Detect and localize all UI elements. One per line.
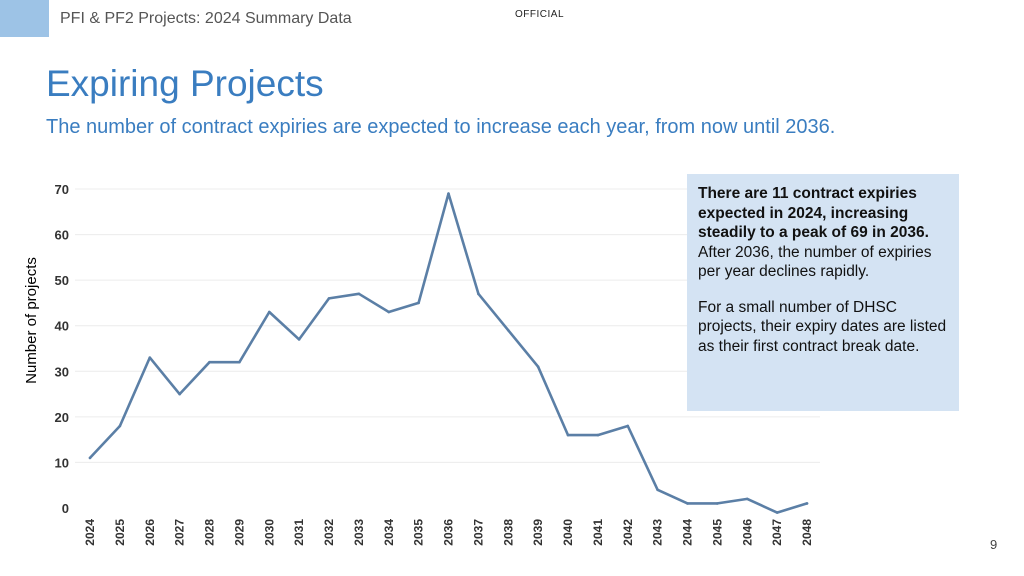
x-tick-label: 2037 xyxy=(471,519,485,546)
data-point-2036 xyxy=(447,192,450,195)
x-tick-label: 2036 xyxy=(442,519,456,546)
header-accent-block xyxy=(0,0,49,37)
x-tick-label: 2046 xyxy=(740,519,754,546)
data-point-2034 xyxy=(387,310,391,314)
callout-regular-text: After 2036, the number of expiries per y… xyxy=(698,243,932,281)
data-point-2029 xyxy=(238,360,241,364)
x-tick-label: 2028 xyxy=(203,519,217,546)
y-tick-label: 20 xyxy=(55,410,69,425)
data-point-2032 xyxy=(327,297,331,300)
y-tick-label: 70 xyxy=(55,182,69,197)
x-tick-label: 2025 xyxy=(113,519,127,546)
callout-note: For a small number of DHSC projects, the… xyxy=(698,298,947,355)
x-tick-label: 2026 xyxy=(143,519,157,546)
x-tick-label: 2027 xyxy=(173,519,187,546)
data-point-2028 xyxy=(208,360,211,364)
y-tick-label: 40 xyxy=(55,319,69,334)
y-tick-label: 50 xyxy=(55,273,69,288)
data-point-2024 xyxy=(88,456,92,460)
data-point-2043 xyxy=(656,488,659,492)
data-point-2045 xyxy=(716,502,719,505)
page-number: 9 xyxy=(990,537,998,552)
x-tick-label: 2039 xyxy=(531,519,545,546)
data-point-2039 xyxy=(536,365,540,369)
callout-box: There are 11 contract expiries expected … xyxy=(687,174,959,411)
data-point-2042 xyxy=(626,424,630,428)
header-title: PFI & PF2 Projects: 2024 Summary Data xyxy=(60,10,352,27)
x-tick-label: 2031 xyxy=(292,519,306,546)
y-tick-label: 30 xyxy=(55,364,69,379)
data-point-2030 xyxy=(267,310,271,314)
data-point-2048 xyxy=(805,502,809,505)
data-point-2040 xyxy=(566,433,570,437)
data-point-2027 xyxy=(178,392,181,396)
x-tick-label: 2040 xyxy=(561,519,575,546)
x-tick-label: 2030 xyxy=(262,519,276,546)
x-tick-label: 2038 xyxy=(501,519,515,546)
y-tick-label: 60 xyxy=(55,228,69,243)
x-tick-label: 2045 xyxy=(710,519,724,546)
x-tick-label: 2034 xyxy=(382,519,396,546)
x-tick-label: 2042 xyxy=(621,519,635,546)
data-point-2038 xyxy=(506,328,510,332)
x-tick-label: 2043 xyxy=(651,519,665,546)
classification-label: OFFICIAL xyxy=(515,9,565,20)
x-tick-label: 2032 xyxy=(322,519,336,546)
data-point-2046 xyxy=(745,497,749,501)
callout-summary: There are 11 contract expiries expected … xyxy=(698,184,947,282)
x-tick-label: 2024 xyxy=(83,519,97,546)
x-tick-label: 2041 xyxy=(591,519,605,546)
data-point-2047 xyxy=(775,511,779,514)
x-tick-label: 2029 xyxy=(232,519,246,546)
callout-bold-text: There are 11 contract expiries expected … xyxy=(698,185,929,241)
data-point-2044 xyxy=(686,502,689,505)
page-title: Expiring Projects xyxy=(46,63,324,104)
y-tick-label: 0 xyxy=(62,501,69,516)
x-tick-label: 2035 xyxy=(412,519,426,546)
y-tick-label: 10 xyxy=(55,455,69,470)
data-point-2026 xyxy=(148,356,152,359)
data-point-2037 xyxy=(477,292,480,296)
page-subtitle: The number of contract expiries are expe… xyxy=(46,116,836,138)
data-point-2035 xyxy=(417,301,420,305)
data-point-2041 xyxy=(596,433,600,437)
x-tick-label: 2033 xyxy=(352,519,366,546)
data-point-2031 xyxy=(297,338,301,341)
x-tick-label: 2044 xyxy=(681,519,695,546)
data-point-2033 xyxy=(357,292,361,296)
x-tick-label: 2048 xyxy=(800,519,814,546)
x-tick-label: 2047 xyxy=(770,519,784,546)
data-point-2025 xyxy=(118,424,122,428)
